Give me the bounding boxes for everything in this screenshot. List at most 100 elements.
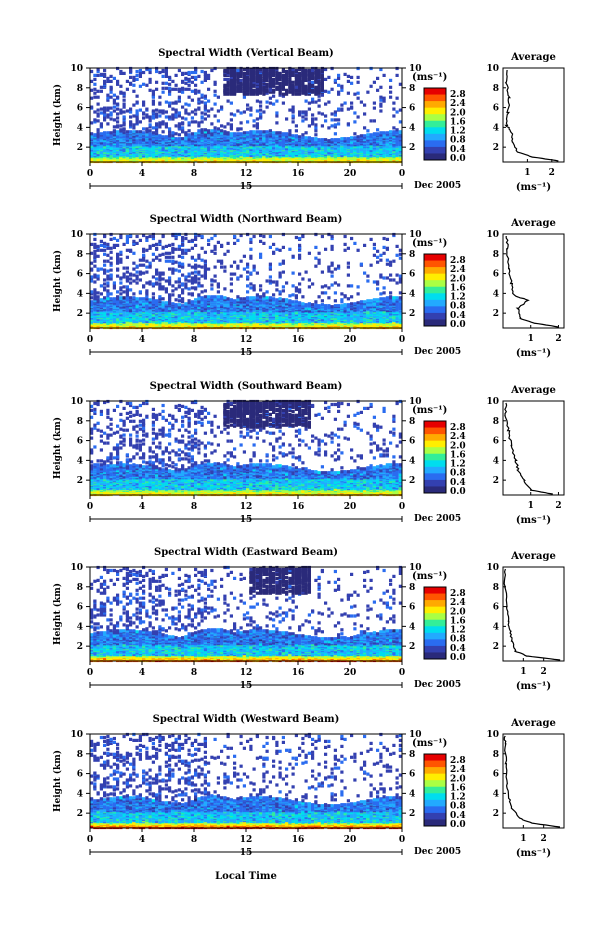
- heatmap-cell: [97, 103, 100, 106]
- heatmap-cell: [392, 130, 395, 133]
- avg-y-tick-label: 4: [493, 123, 499, 133]
- heatmap-cell: [152, 253, 155, 256]
- heatmap-cell: [217, 148, 220, 151]
- heatmap-cell: [223, 84, 226, 87]
- heatmap-cell: [295, 134, 298, 137]
- heatmap-cell: [347, 75, 350, 78]
- heatmap-cell: [171, 289, 174, 292]
- heatmap-cell: [194, 92, 197, 95]
- heatmap-cell: [100, 90, 103, 93]
- heatmap-cell: [142, 131, 145, 134]
- heatmap-cell: [181, 236, 184, 239]
- heatmap-cell: [305, 110, 308, 113]
- heatmap-cell: [334, 113, 337, 116]
- heatmap-cell: [126, 267, 129, 270]
- heatmap-cell: [93, 92, 96, 95]
- avg-y-tick-label: 6: [493, 104, 499, 114]
- heatmap-cell: [184, 302, 187, 305]
- heatmap-cell: [201, 101, 204, 104]
- heatmap-cell: [175, 287, 178, 290]
- heatmap-cell: [311, 98, 314, 101]
- heatmap-cell: [93, 83, 96, 86]
- heatmap-cell: [227, 157, 230, 160]
- heatmap-cell: [188, 133, 191, 136]
- heatmap-cell: [305, 100, 308, 103]
- date-label: Dec 2005: [414, 181, 461, 191]
- heatmap-cell: [191, 266, 194, 269]
- heatmap-cell: [194, 84, 197, 87]
- heatmap-cell: [123, 296, 126, 299]
- heatmap-cell: [162, 272, 165, 275]
- heatmap-cell: [269, 102, 272, 105]
- heatmap-cell: [357, 97, 360, 100]
- heatmap-cell: [353, 136, 356, 139]
- heatmap-cell: [191, 76, 194, 79]
- heatmap-cell: [275, 100, 278, 103]
- heatmap-cell: [132, 292, 135, 295]
- heatmap-cell: [155, 129, 158, 132]
- heatmap-cell: [197, 107, 200, 110]
- heatmap-cell: [106, 277, 109, 280]
- heatmap-cell: [97, 112, 100, 115]
- heatmap-cell: [97, 291, 100, 294]
- heatmap-cell: [103, 253, 106, 256]
- heatmap-cell: [175, 88, 178, 91]
- heatmap-cell: [181, 91, 184, 94]
- heatmap-cell: [100, 122, 103, 125]
- heatmap-cell: [103, 73, 106, 76]
- heatmap-cell: [119, 296, 122, 299]
- heatmap-cell: [210, 129, 213, 132]
- heatmap-cell: [158, 272, 161, 275]
- heatmap-cell: [171, 302, 174, 305]
- heatmap-cell: [201, 70, 204, 73]
- heatmap-cell: [295, 93, 298, 96]
- heatmap-cell: [119, 251, 122, 254]
- heatmap-cell: [93, 274, 96, 277]
- heatmap-cell: [93, 280, 96, 283]
- heatmap-cell: [266, 106, 269, 109]
- heatmap-cell: [93, 110, 96, 113]
- heatmap-cell: [106, 247, 109, 250]
- heatmap-cell: [311, 120, 314, 123]
- heatmap-cell: [165, 252, 168, 255]
- heatmap-cell: [103, 113, 106, 116]
- heatmap-cell: [321, 94, 324, 97]
- heatmap-cell: [132, 262, 135, 265]
- heatmap-cell: [396, 97, 399, 100]
- heatmap-cell: [262, 130, 265, 133]
- heatmap-cell: [149, 89, 152, 92]
- heatmap-cell: [119, 124, 122, 127]
- heatmap-cell: [188, 96, 191, 99]
- heatmap-cell: [132, 268, 135, 271]
- heatmap-cell: [214, 103, 217, 106]
- heatmap-cell: [126, 130, 129, 133]
- heatmap-cell: [201, 94, 204, 97]
- heatmap-cell: [155, 299, 158, 302]
- heatmap-cell: [97, 90, 100, 93]
- heatmap-cell: [175, 101, 178, 104]
- heatmap-cell: [288, 83, 291, 86]
- heatmap-cell: [259, 105, 262, 108]
- heatmap-cell: [262, 75, 265, 78]
- heatmap-cell: [184, 77, 187, 80]
- colorbar-segment: [424, 153, 446, 160]
- heatmap-cell: [188, 104, 191, 107]
- chart-title: Spectral Width (Vertical Beam): [158, 48, 334, 59]
- heatmap-cell: [223, 78, 226, 81]
- heatmap-cell: [308, 124, 311, 127]
- heatmap-cell: [207, 114, 210, 117]
- heatmap-cell: [181, 137, 184, 140]
- heatmap-cell: [175, 261, 178, 264]
- heatmap-cell: [269, 129, 272, 132]
- heatmap-cell: [149, 129, 152, 132]
- heatmap-cell: [181, 274, 184, 277]
- heatmap-cell: [318, 80, 321, 83]
- heatmap-cell: [100, 73, 103, 76]
- heatmap-cell: [340, 89, 343, 92]
- heatmap-cell: [318, 105, 321, 108]
- heatmap-cell: [149, 280, 152, 283]
- heatmap-cell: [162, 285, 165, 288]
- heatmap-cell: [93, 250, 96, 253]
- y-tick-label: 10: [70, 64, 83, 74]
- heatmap-cell: [191, 81, 194, 84]
